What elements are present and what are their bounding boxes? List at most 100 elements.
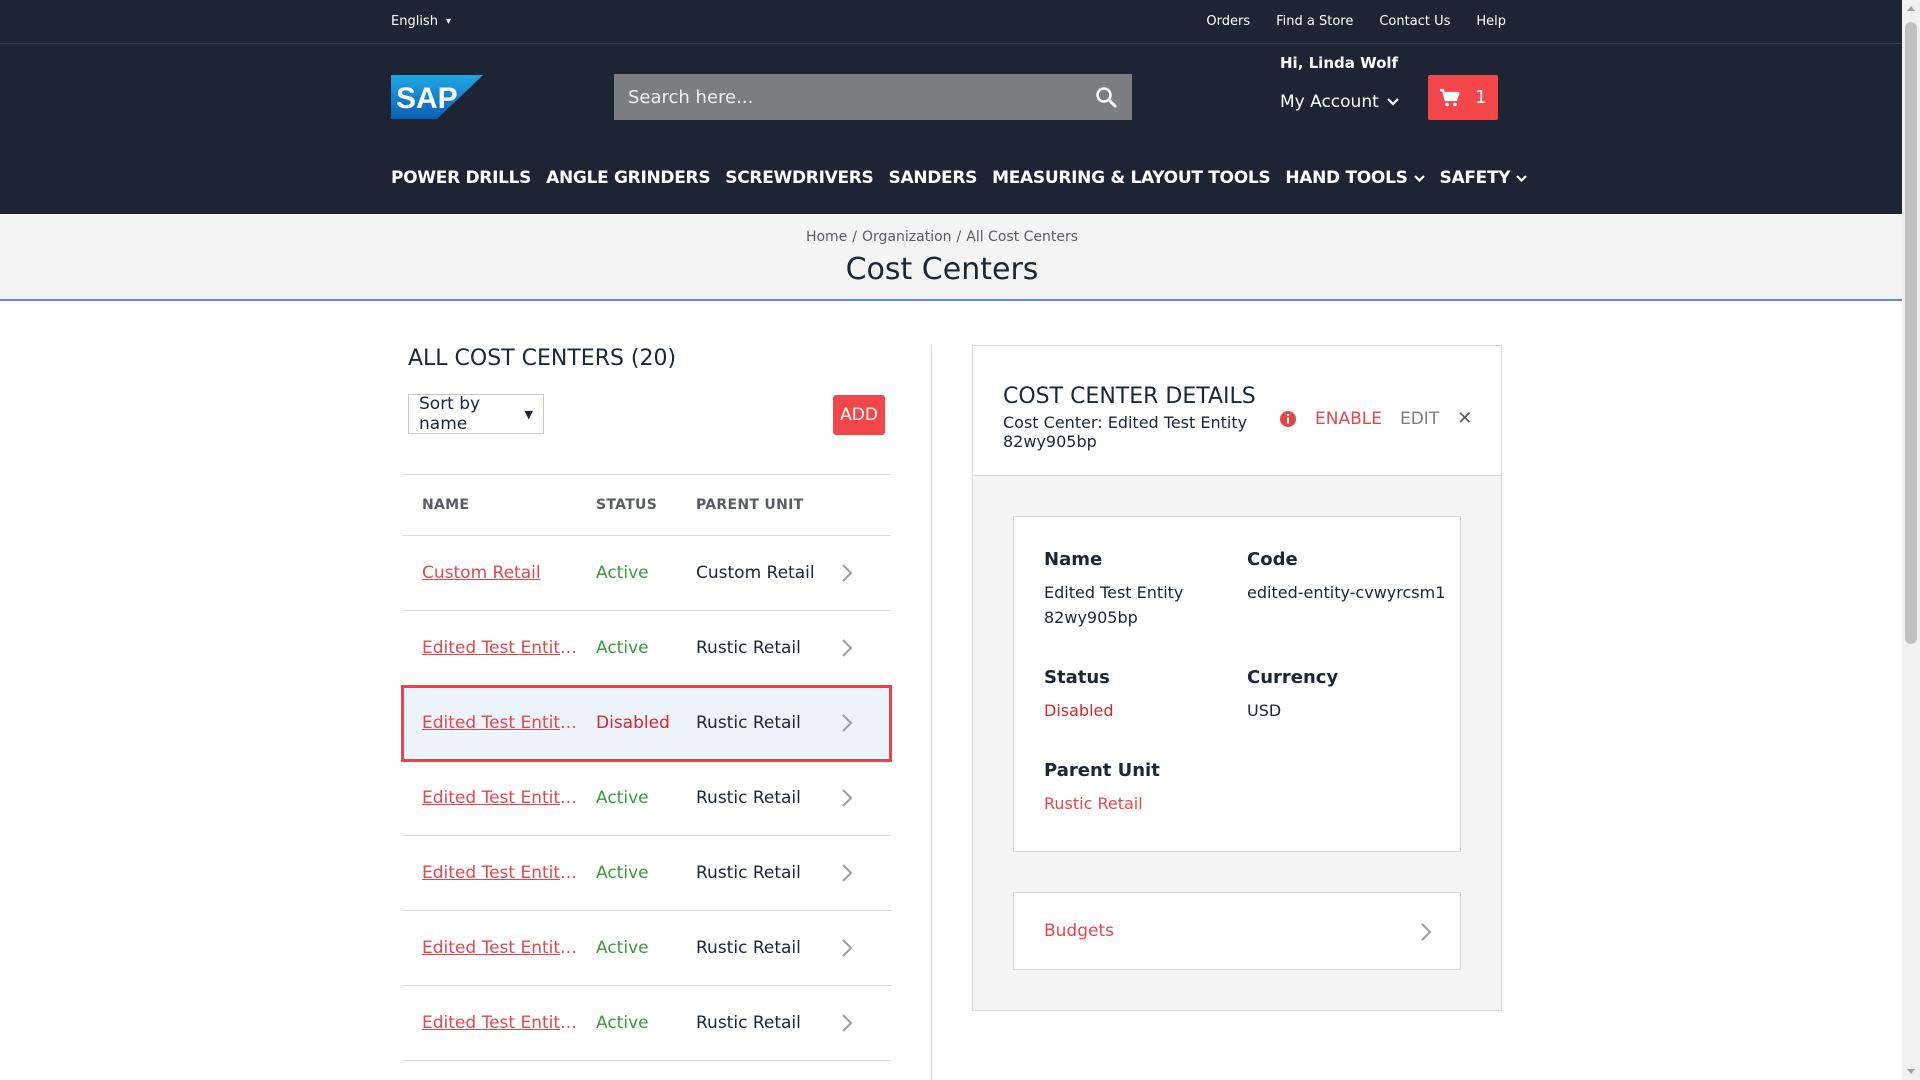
status-value: Active: [596, 638, 649, 658]
parent-unit-link[interactable]: Rustic Retail: [1044, 794, 1143, 813]
table-row[interactable]: Edited Test Entity ai2...Active Rustic Re…: [402, 836, 891, 911]
page-scrollbar[interactable]: [1902, 0, 1920, 1080]
orders-link[interactable]: Orders: [1206, 14, 1251, 29]
details-subtitle: Cost Center: Edited Test Entity 82wy905b…: [1003, 413, 1248, 451]
parent-unit-value: Rustic Retail: [696, 638, 801, 658]
nav-hand-tools[interactable]: HAND TOOLS: [1285, 168, 1425, 188]
field-name: Name Edited Test Entity 82wy905bp: [1044, 549, 1234, 630]
cost-center-name-link[interactable]: Edited Test Entity 4ed...: [422, 638, 596, 658]
details-title: COST CENTER DETAILS: [1003, 384, 1256, 409]
status-value: Active: [596, 788, 649, 808]
column-header-parent-unit[interactable]: PARENT UNIT: [696, 497, 804, 513]
chevron-right-icon[interactable]: [841, 863, 853, 883]
parent-unit-value: Rustic Retail: [696, 938, 801, 958]
status-value: Active: [596, 563, 649, 583]
details-actions: ENABLE EDIT ✕: [1279, 408, 1472, 429]
cost-center-name-link[interactable]: Edited Test Entity fz2...: [422, 938, 596, 958]
breadcrumb-home[interactable]: Home: [805, 229, 848, 245]
details-header: COST CENTER DETAILS Cost Center: Edited …: [973, 346, 1501, 476]
chevron-down-icon: [1413, 174, 1425, 182]
scrollbar-thumb[interactable]: [1905, 22, 1917, 644]
nav-angle-grinders[interactable]: ANGLE GRINDERS: [546, 168, 710, 188]
caret-down-icon: ▼: [524, 407, 533, 421]
add-button[interactable]: ADD: [833, 395, 885, 435]
top-utility-bar: English ▾ Orders Find a Store Contact Us…: [0, 0, 1920, 44]
cart-button[interactable]: 1: [1428, 75, 1498, 120]
parent-unit-value: Rustic Retail: [696, 713, 801, 733]
page-title: Cost Centers: [845, 252, 1039, 287]
nav-safety[interactable]: SAFETY: [1440, 168, 1528, 188]
nav-label: SANDERS: [888, 168, 978, 188]
chevron-down-icon: ▾: [445, 16, 451, 27]
breadcrumb: Home / Organization / All Cost Centers: [805, 229, 1079, 245]
close-icon[interactable]: ✕: [1457, 408, 1473, 429]
search-input[interactable]: [628, 86, 1094, 108]
chevron-down-icon: [1387, 98, 1399, 106]
status-value: Active: [596, 863, 649, 883]
cost-center-name-link[interactable]: Edited Test Entity 82...: [422, 713, 596, 733]
chevron-right-icon[interactable]: [841, 788, 853, 808]
search-box[interactable]: [614, 74, 1132, 120]
find-a-store-link[interactable]: Find a Store: [1276, 14, 1354, 29]
chevron-right-icon[interactable]: [841, 1013, 853, 1033]
scroll-down-arrow-icon[interactable]: [1907, 1069, 1915, 1074]
help-link[interactable]: Help: [1476, 14, 1506, 29]
sort-dropdown[interactable]: Sort by name ▼: [408, 394, 544, 434]
status-value: Active: [596, 938, 649, 958]
chevron-right-icon[interactable]: [841, 713, 853, 733]
table-row[interactable]: Edited Test Entity 8tlz...Active Rustic R…: [402, 761, 891, 836]
nav-screwdrivers[interactable]: SCREWDRIVERS: [725, 168, 874, 188]
column-header-status[interactable]: STATUS: [596, 497, 658, 513]
field-parent-unit: Parent Unit Rustic Retail: [1044, 760, 1294, 816]
table-row[interactable]: Edited Test Entity 4ed...Active Rustic Re…: [402, 611, 891, 686]
nav-label: POWER DRILLS: [391, 168, 532, 188]
chevron-right-icon[interactable]: [841, 563, 853, 583]
enable-button[interactable]: ENABLE: [1315, 408, 1382, 429]
nav-sanders[interactable]: SANDERS: [889, 168, 978, 188]
user-greeting: Hi, Linda Wolf: [1280, 54, 1399, 72]
nav-label: SAFETY: [1439, 168, 1511, 188]
column-header-name[interactable]: NAME: [422, 497, 470, 513]
breadcrumb-organization[interactable]: Organization: [862, 229, 952, 245]
my-account-menu[interactable]: My Account: [1280, 92, 1399, 112]
nav-label: MEASURING & LAYOUT TOOLS: [992, 168, 1271, 188]
search-icon[interactable]: [1094, 85, 1118, 109]
cart-count: 1: [1475, 87, 1487, 108]
nav-measuring-layout-tools[interactable]: MEASURING & LAYOUT TOOLS: [992, 168, 1271, 188]
utility-links: Orders Find a Store Contact Us Help: [1206, 14, 1506, 29]
cost-center-name-link[interactable]: Edited Test Entity 8tlz...: [422, 788, 596, 808]
category-nav: POWER DRILLS ANGLE GRINDERS SCREWDRIVERS…: [391, 168, 1528, 188]
breadcrumb-all-cost-centers: All Cost Centers: [966, 229, 1079, 245]
chevron-right-icon[interactable]: [841, 938, 853, 958]
sap-logo[interactable]: SAP: [391, 75, 483, 119]
chevron-right-icon[interactable]: [841, 638, 853, 658]
field-label: Code: [1247, 549, 1298, 570]
cost-center-details-panel: COST CENTER DETAILS Cost Center: Edited …: [972, 345, 1502, 1011]
scroll-up-arrow-icon[interactable]: [1907, 6, 1915, 11]
sort-label: Sort by name: [419, 394, 481, 434]
language-selector[interactable]: English ▾: [391, 14, 451, 29]
edit-button[interactable]: EDIT: [1399, 408, 1440, 429]
nav-label: ANGLE GRINDERS: [546, 168, 711, 188]
parent-unit-value: Rustic Retail: [696, 863, 801, 883]
cost-center-name-link[interactable]: Edited Test Entity ai2...: [422, 863, 596, 883]
budgets-link[interactable]: Budgets: [1013, 892, 1461, 970]
site-header: SAP Hi, Linda Wolf My Account 1 POWER DR…: [0, 44, 1920, 214]
svg-text:SAP: SAP: [396, 82, 458, 115]
field-label: Parent Unit: [1044, 760, 1160, 781]
cost-center-name-link[interactable]: Custom Retail: [422, 563, 541, 583]
table-row[interactable]: Edited Test Entity gpi...Active Rustic Re…: [402, 986, 891, 1061]
table-row[interactable]: Custom Retail Active Custom Retail: [402, 536, 891, 611]
nav-power-drills[interactable]: POWER DRILLS: [391, 168, 531, 188]
field-label: Currency: [1247, 667, 1339, 688]
status-value: Disabled: [596, 713, 670, 733]
field-value: Disabled: [1044, 701, 1114, 720]
contact-us-link[interactable]: Contact Us: [1379, 14, 1451, 29]
nav-label: HAND TOOLS: [1285, 168, 1408, 188]
chevron-down-icon: [1516, 174, 1528, 182]
details-card: Name Edited Test Entity 82wy905bp Code e…: [1013, 516, 1461, 852]
field-label: Name: [1044, 549, 1103, 570]
table-row[interactable]: Edited Test Entity 82... Disabled Rustic R…: [401, 685, 892, 762]
cost-center-name-link[interactable]: Edited Test Entity gpi...: [422, 1013, 596, 1033]
table-row[interactable]: Edited Test Entity fz2...Active Rustic Re…: [402, 911, 891, 986]
